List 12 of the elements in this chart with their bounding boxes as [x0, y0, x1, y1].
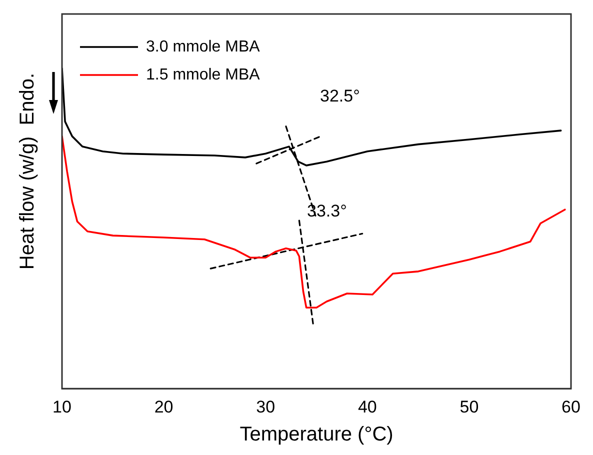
x-tick-label: 30 — [256, 397, 276, 416]
x-tick-label: 50 — [460, 397, 479, 416]
legend-label: 3.0 mmole MBA — [146, 38, 260, 56]
x-tick-label: 60 — [562, 397, 580, 416]
y-axis-title: Heat flow (w/g) Endo. — [16, 72, 39, 270]
x-tick-label: 40 — [358, 397, 377, 416]
legend-label: 1.5 mmole MBA — [146, 66, 260, 84]
x-tick-label: 10 — [52, 397, 72, 416]
annotation: 32.5° — [320, 86, 360, 106]
x-tick-label: 20 — [154, 397, 174, 416]
x-axis-title: Temperature (°C) — [240, 424, 394, 446]
annotation: 33.3° — [307, 202, 347, 221]
